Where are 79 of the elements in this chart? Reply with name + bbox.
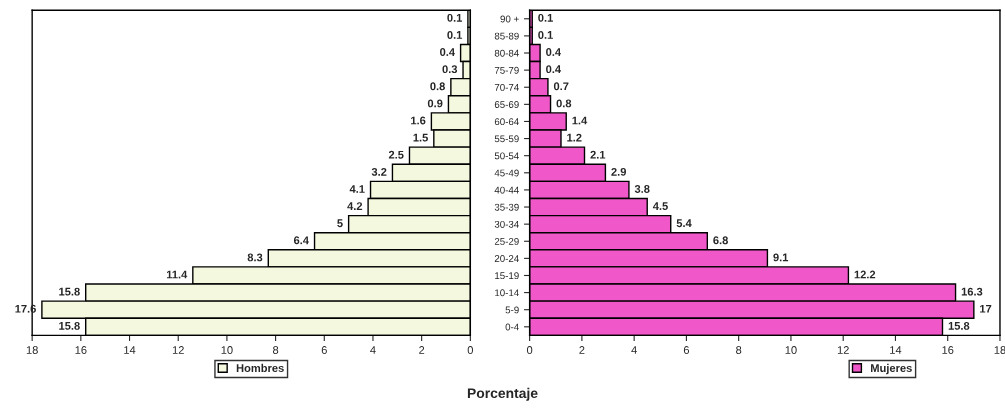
x-tick-label: 10 bbox=[785, 346, 797, 354]
data-label: 16.3 bbox=[961, 287, 983, 296]
y-tick-label: 65-69 bbox=[494, 101, 519, 108]
data-label: 15.8 bbox=[948, 321, 970, 330]
y-tick-label: 0-4 bbox=[505, 323, 519, 331]
data-label: 5.4 bbox=[676, 219, 692, 228]
y-tick-label: 25-29 bbox=[494, 237, 519, 245]
x-tick-label: 0 bbox=[526, 346, 533, 354]
x-axis-title: Porcentaje bbox=[467, 387, 538, 401]
y-tick-label: 55-59 bbox=[494, 135, 519, 143]
y-tick-label: 35-39 bbox=[494, 203, 519, 211]
data-label: 1.5 bbox=[413, 133, 428, 142]
data-label: 6.8 bbox=[713, 236, 728, 245]
data-label: 0.8 bbox=[430, 82, 445, 91]
x-tick-label: 14 bbox=[890, 346, 902, 354]
x-tick-label: 16 bbox=[942, 346, 954, 354]
y-tick-label: 30-34 bbox=[494, 220, 519, 228]
x-tick-label: 8 bbox=[736, 346, 742, 354]
y-tick-label: 45-49 bbox=[494, 169, 519, 177]
y-tick-label: 40-44 bbox=[494, 186, 519, 194]
x-tick-label: 6 bbox=[683, 346, 690, 354]
data-label: 1.6 bbox=[411, 116, 426, 125]
x-tick-label: 2 bbox=[419, 346, 425, 354]
data-label: 2.1 bbox=[590, 150, 606, 159]
data-label: 0.1 bbox=[538, 13, 553, 22]
y-tick-label: 75-79 bbox=[494, 66, 519, 74]
data-label: 15.8 bbox=[59, 321, 80, 330]
data-label: 0.1 bbox=[538, 31, 553, 39]
data-label: 1.2 bbox=[567, 133, 582, 142]
y-tick-label: 80-84 bbox=[494, 49, 519, 57]
x-tick-label: 16 bbox=[75, 346, 87, 354]
x-tick-label: 4 bbox=[370, 346, 376, 354]
data-label: 3.8 bbox=[634, 185, 650, 193]
x-tick-label: 8 bbox=[272, 346, 279, 354]
x-tick-label: 18 bbox=[26, 346, 38, 354]
x-tick-label: 2 bbox=[579, 346, 585, 354]
y-tick-label: 85-89 bbox=[494, 32, 519, 40]
x-tick-label: 4 bbox=[631, 346, 637, 354]
data-label: 0.9 bbox=[427, 99, 443, 108]
data-label: 11.4 bbox=[166, 270, 188, 279]
x-tick-label: 12 bbox=[172, 346, 184, 354]
x-tick-label: 6 bbox=[321, 346, 327, 354]
data-label: 3.2 bbox=[371, 167, 387, 176]
data-label: 0.8 bbox=[556, 99, 572, 108]
legend-label: Hombres bbox=[236, 363, 284, 372]
data-label: 0.4 bbox=[440, 48, 455, 56]
data-label: 12.2 bbox=[854, 270, 876, 279]
data-label: 4.2 bbox=[347, 202, 363, 210]
data-label: 6.4 bbox=[293, 236, 309, 245]
y-tick-label: 60-64 bbox=[494, 118, 519, 126]
y-tick-label: 70-74 bbox=[494, 83, 519, 91]
data-label: 9.1 bbox=[773, 253, 789, 262]
data-label: 4.5 bbox=[652, 202, 668, 211]
y-tick-label: 10-14 bbox=[495, 289, 519, 297]
data-label: 0.1 bbox=[447, 13, 463, 22]
x-tick-label: 0 bbox=[467, 346, 473, 354]
x-tick-label: 12 bbox=[837, 346, 849, 354]
data-label: 2.9 bbox=[611, 167, 626, 176]
data-label: 17 bbox=[980, 304, 992, 313]
y-tick-label: 5-9 bbox=[505, 306, 519, 314]
data-label: 1.4 bbox=[572, 116, 588, 125]
data-label: 0.3 bbox=[442, 65, 458, 74]
data-label: 8.3 bbox=[247, 253, 263, 262]
data-label: 0.1 bbox=[447, 31, 463, 39]
data-label: 5 bbox=[337, 219, 343, 228]
data-label: 2.5 bbox=[388, 150, 404, 159]
y-tick-label: 50-54 bbox=[494, 152, 519, 160]
x-tick-label: 18 bbox=[994, 346, 1005, 354]
y-tick-label: 20-24 bbox=[494, 255, 519, 262]
data-label: 0.4 bbox=[546, 48, 562, 56]
x-tick-label: 10 bbox=[221, 346, 233, 354]
y-tick-label: 15-19 bbox=[495, 272, 519, 280]
x-tick-label: 14 bbox=[124, 346, 136, 354]
data-label: 0.4 bbox=[546, 65, 562, 74]
data-label: 4.1 bbox=[349, 185, 365, 193]
data-label: 15.8 bbox=[59, 287, 80, 296]
y-tick-label: 90 + bbox=[500, 15, 519, 23]
legend-label: Mujeres bbox=[871, 363, 912, 375]
data-label: 0.7 bbox=[553, 82, 569, 91]
